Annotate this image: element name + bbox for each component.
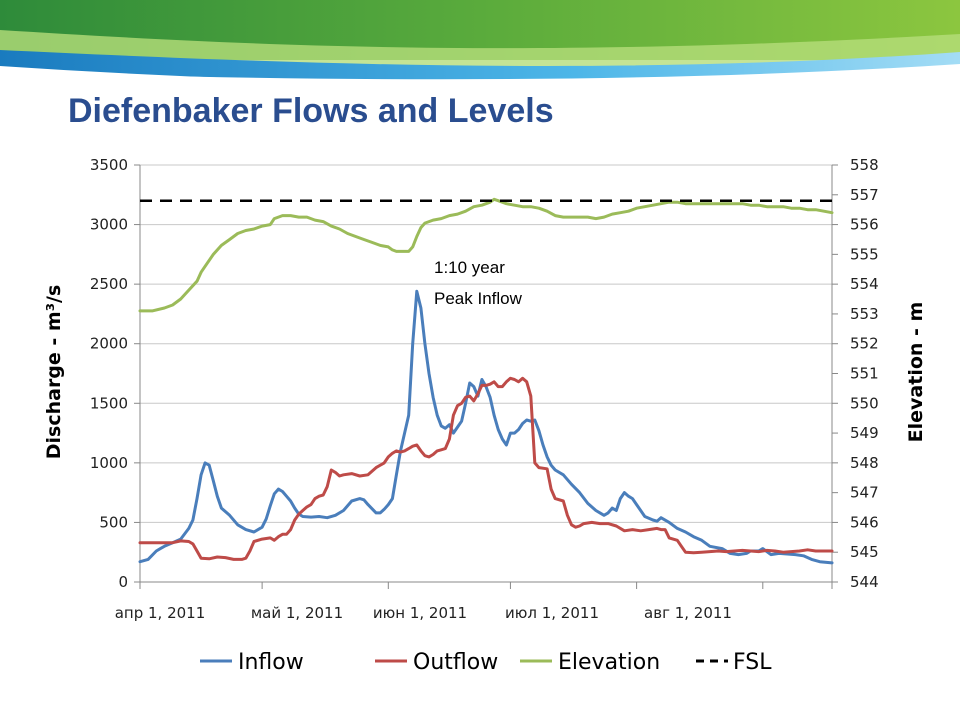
x-tick-label: апр 1, 2011 — [115, 604, 206, 622]
y-left-tick-label: 3000 — [90, 216, 128, 234]
x-tick-label: авг 1, 2011 — [644, 604, 732, 622]
y-axis-left-title: Discharge - m³/s — [43, 285, 65, 460]
y-right-tick-label: 546 — [850, 513, 879, 531]
legend-label-outflow: Outflow — [413, 650, 498, 675]
y-right-tick-label: 552 — [850, 335, 879, 353]
y-left-tick-label: 500 — [99, 513, 128, 531]
axes — [134, 164, 838, 589]
x-tick-label: июл 1, 2011 — [505, 604, 599, 622]
y-left-tick-label: 3500 — [90, 156, 128, 174]
y-right-tick-label: 544 — [850, 573, 879, 591]
y-left-tick-label: 1000 — [90, 454, 128, 472]
y-right-tick-label: 547 — [850, 484, 879, 502]
legend-label-elevation: Elevation — [558, 650, 660, 675]
legend: Inflow Outflow Elevation FSL — [200, 650, 772, 675]
y-right-tick-label: 548 — [850, 454, 879, 472]
legend-label-fsl: FSL — [733, 650, 772, 675]
y-axis-right-ticks: 544 545 546 547 548 549 550 551 552 553 554 555 556 5… — [850, 156, 879, 591]
gridlines — [140, 164, 832, 583]
series-line-elevation — [138, 197, 834, 313]
x-tick-label: май 1, 2011 — [251, 604, 343, 622]
y-left-tick-label: 0 — [118, 573, 128, 591]
annotation-line-1: 1:10 year — [434, 258, 505, 277]
y-left-tick-label: 2500 — [90, 275, 128, 293]
y-right-tick-label: 550 — [850, 394, 879, 412]
annotation-line-2: Peak Inflow — [434, 289, 523, 308]
header-banner — [0, 0, 960, 90]
y-axis-left-ticks: 0 500 1000 1500 2000 2500 3000 3500 — [90, 156, 128, 591]
y-left-tick-label: 1500 — [90, 394, 128, 412]
y-right-tick-label: 551 — [850, 365, 879, 383]
y-right-tick-label: 556 — [850, 216, 879, 234]
y-right-tick-label: 545 — [850, 543, 879, 561]
x-axis-ticks: апр 1, 2011 май 1, 2011 июн 1, 2011 июл 1, … — [115, 604, 732, 622]
y-axis-right-title: Elevation - m — [905, 302, 927, 443]
legend-label-inflow: Inflow — [238, 650, 304, 675]
series-group — [138, 197, 834, 565]
series-line-outflow — [138, 376, 834, 561]
y-right-tick-label: 557 — [850, 186, 879, 204]
y-right-tick-label: 555 — [850, 245, 879, 263]
y-right-tick-label: 558 — [850, 156, 879, 174]
series-line-inflow — [138, 289, 834, 565]
y-right-tick-label: 553 — [850, 305, 879, 323]
x-tick-label: июн 1, 2011 — [373, 604, 467, 622]
y-right-tick-label: 549 — [850, 424, 879, 442]
slide-title: Diefenbaker Flows and Levels — [68, 92, 554, 130]
y-left-tick-label: 2000 — [90, 335, 128, 353]
y-right-tick-label: 554 — [850, 275, 879, 293]
